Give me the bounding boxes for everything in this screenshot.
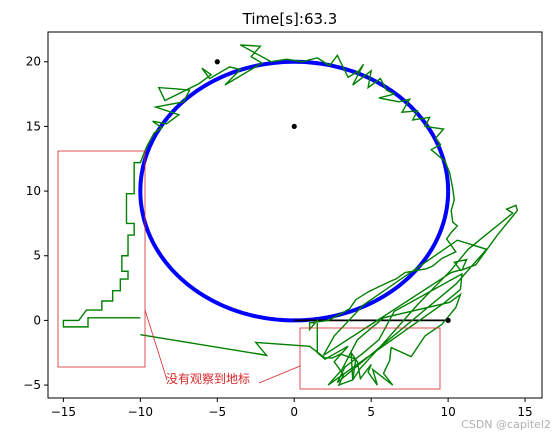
- x-tick-label: 10: [440, 405, 455, 419]
- series-green-path: [62, 44, 519, 387]
- x-tick-label: −10: [128, 405, 153, 419]
- x-tick-label: 15: [517, 405, 532, 419]
- series-circle-trajectory: [138, 59, 451, 323]
- y-tick-label: 15: [26, 119, 41, 133]
- axis-ticks: −15 −10 −5 0 5 10 15 −5 0 5 10 15 20: [23, 55, 532, 419]
- x-tick-label: −5: [208, 405, 226, 419]
- annotation-box-left: [57, 150, 146, 368]
- y-tick-label: 10: [26, 184, 41, 198]
- y-tick-label: 5: [33, 249, 41, 263]
- y-tick-label: 0: [33, 313, 41, 327]
- landmark-point: [214, 59, 220, 65]
- annotation-leader-right: [258, 365, 301, 384]
- axes-frame: [47, 31, 543, 399]
- annotation-text: 没有观察到地标: [166, 371, 250, 386]
- x-tick-label: −15: [51, 405, 76, 419]
- landmark-point: [291, 123, 297, 130]
- landmark-point: [445, 317, 451, 324]
- watermark: CSDN @capitel2: [461, 418, 551, 431]
- plot-area: [62, 44, 519, 387]
- chart-title: Time[s]:63.3: [242, 10, 338, 28]
- annotation-box-bottom: [299, 327, 441, 390]
- x-tick-label: 5: [367, 405, 375, 419]
- annotation-group: 没有观察到地标: [57, 150, 441, 390]
- annotation-leader-left: [144, 309, 168, 381]
- x-tick-label: 0: [290, 405, 298, 419]
- y-tick-label: 20: [26, 55, 41, 69]
- y-tick-label: −5: [23, 378, 41, 392]
